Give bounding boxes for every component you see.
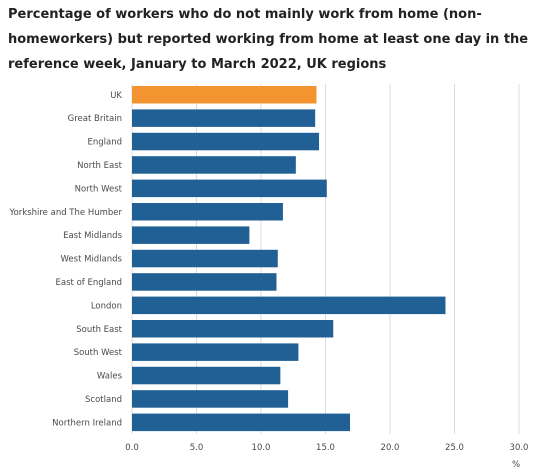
bar bbox=[132, 320, 334, 338]
bar bbox=[132, 413, 351, 432]
chart-title: Percentage of workers who do not mainly … bbox=[8, 7, 529, 72]
category-label: West Midlands bbox=[61, 255, 123, 265]
x-tick-labels: 0.0 5.0 10.0 15.0 20.0 25.0 30.0 bbox=[125, 443, 528, 453]
category-label: North East bbox=[77, 161, 122, 171]
category-label: Scotland bbox=[85, 395, 122, 405]
x-tick-label: 5.0 bbox=[190, 443, 204, 453]
category-label: East of England bbox=[56, 278, 122, 288]
bar bbox=[132, 249, 278, 268]
x-axis-label: % bbox=[512, 460, 520, 470]
bar bbox=[132, 109, 316, 127]
bar bbox=[132, 296, 446, 315]
category-label: East Midlands bbox=[63, 231, 122, 241]
category-label: UK bbox=[110, 91, 122, 101]
category-label: Wales bbox=[97, 372, 123, 382]
bar bbox=[132, 179, 327, 198]
bar bbox=[132, 86, 317, 104]
x-tick-label: 30.0 bbox=[510, 443, 529, 453]
x-tick-label: 25.0 bbox=[445, 443, 464, 453]
bar bbox=[132, 343, 299, 361]
bar bbox=[132, 366, 281, 385]
category-label: Yorkshire and The Humber bbox=[9, 208, 123, 218]
bar bbox=[132, 132, 320, 151]
category-label: London bbox=[91, 301, 122, 311]
bar bbox=[132, 226, 250, 244]
x-tick-label: 10.0 bbox=[252, 443, 271, 453]
bar bbox=[132, 156, 296, 174]
category-label: Northern Ireland bbox=[52, 418, 122, 428]
bar bbox=[132, 203, 283, 221]
category-label: North West bbox=[75, 184, 123, 194]
bar bbox=[132, 273, 277, 291]
category-label: Great Britain bbox=[68, 114, 122, 124]
category-labels: UK Great Britain England North East North We… bbox=[9, 91, 123, 429]
category-label: England bbox=[87, 138, 122, 148]
x-tick-label: 0.0 bbox=[125, 443, 139, 453]
x-tick-label: 15.0 bbox=[316, 443, 335, 453]
category-label: South East bbox=[76, 325, 122, 335]
bars bbox=[132, 86, 446, 432]
x-tick-label: 20.0 bbox=[381, 443, 400, 453]
category-label: South West bbox=[74, 348, 123, 358]
bar bbox=[132, 390, 289, 408]
